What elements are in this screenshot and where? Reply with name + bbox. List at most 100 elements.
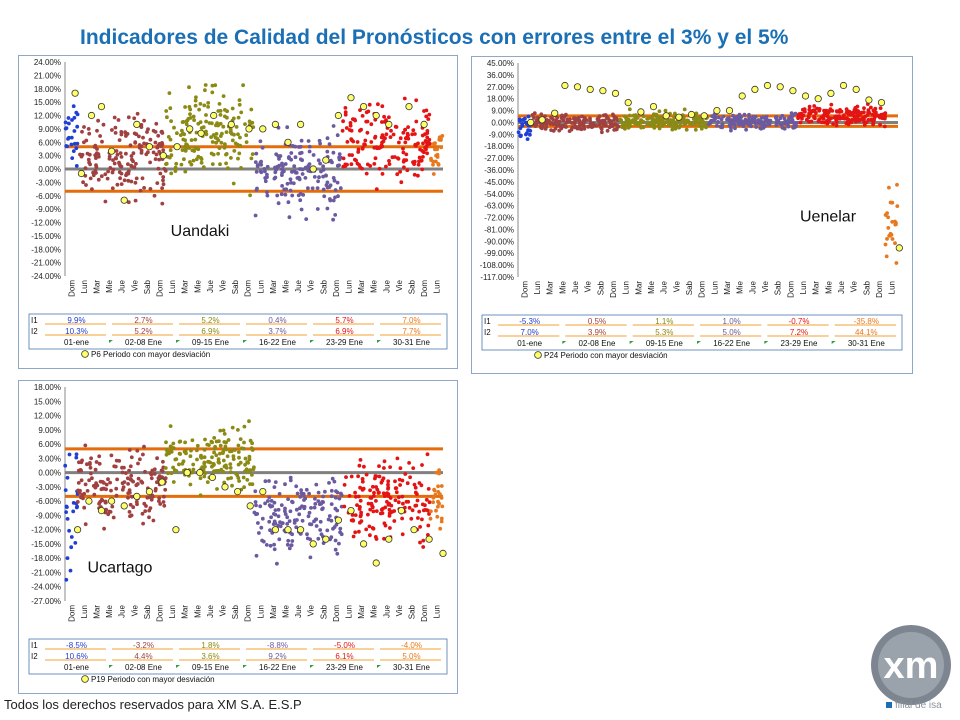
indicator-i2-value: 4.4% xyxy=(134,652,152,661)
week-label: 01-ene xyxy=(64,663,89,672)
data-point xyxy=(862,110,866,115)
data-point xyxy=(164,109,169,113)
data-point xyxy=(113,125,118,130)
data-point xyxy=(414,98,419,103)
data-point xyxy=(258,169,263,174)
peak-period-marker xyxy=(208,473,216,482)
peak-period-marker xyxy=(87,111,96,120)
data-point xyxy=(340,128,345,133)
y-tick-label: 21.00% xyxy=(34,71,61,80)
data-point xyxy=(304,487,309,492)
indicator-i1-value: -5.3% xyxy=(519,317,540,326)
indicator-i1-value: 0.5% xyxy=(588,317,606,326)
y-tick-label: -99.00% xyxy=(484,249,514,258)
data-point xyxy=(434,159,438,164)
data-point xyxy=(401,130,406,135)
data-point xyxy=(343,164,348,168)
data-point xyxy=(740,121,745,126)
data-point xyxy=(210,121,214,126)
data-point xyxy=(747,112,751,117)
data-point xyxy=(675,120,679,124)
data-point xyxy=(215,121,220,125)
day-label: Dom xyxy=(698,281,707,298)
peak-period-marker xyxy=(573,83,582,91)
data-point xyxy=(425,135,430,140)
data-point xyxy=(260,538,264,543)
peak-period-marker xyxy=(334,111,342,120)
peak-period-marker xyxy=(420,120,428,129)
data-point xyxy=(64,144,69,148)
row-label-i2: I2 xyxy=(31,327,38,336)
data-point xyxy=(119,155,124,159)
data-point xyxy=(295,518,299,522)
data-point xyxy=(184,122,189,127)
data-point xyxy=(95,147,99,151)
data-point xyxy=(97,461,102,466)
day-label: Dom xyxy=(244,605,253,622)
data-point xyxy=(312,175,317,179)
data-point xyxy=(286,200,291,205)
data-point xyxy=(209,151,214,156)
data-point xyxy=(768,118,773,123)
data-point xyxy=(249,107,254,112)
data-point xyxy=(222,145,227,150)
data-point xyxy=(361,486,366,491)
data-point xyxy=(217,439,221,444)
data-point xyxy=(435,514,440,519)
data-point xyxy=(194,157,199,162)
data-point xyxy=(885,237,889,241)
data-point xyxy=(202,455,207,460)
data-point xyxy=(573,119,577,124)
data-point xyxy=(341,119,345,124)
data-point xyxy=(178,452,183,456)
data-point xyxy=(287,215,292,220)
day-label: Mar xyxy=(357,605,366,619)
day-label: Sab xyxy=(143,604,152,619)
data-point xyxy=(812,104,817,108)
data-point xyxy=(199,160,204,165)
data-point xyxy=(392,155,397,159)
data-point xyxy=(239,110,244,115)
data-point xyxy=(316,536,321,541)
footer-copyright: Todos los derechos reservados para XM S.… xyxy=(4,697,302,712)
day-label: Sab xyxy=(231,279,240,294)
data-point xyxy=(427,112,432,117)
indicator-i1-value: -8.5% xyxy=(66,641,87,650)
data-point xyxy=(342,483,347,487)
data-point xyxy=(367,102,372,107)
data-point xyxy=(433,141,437,146)
data-point xyxy=(364,171,369,176)
data-point xyxy=(87,152,92,157)
data-point xyxy=(349,128,354,133)
data-point xyxy=(216,138,221,143)
day-label: Jue xyxy=(571,280,580,293)
data-point xyxy=(254,503,258,508)
data-point xyxy=(378,145,383,149)
data-point xyxy=(114,458,119,463)
data-point xyxy=(142,501,147,506)
peak-period-marker xyxy=(284,526,292,534)
data-point xyxy=(412,482,417,487)
data-point xyxy=(348,121,353,125)
data-point xyxy=(91,484,96,488)
data-point xyxy=(337,157,342,162)
data-point xyxy=(67,135,71,140)
y-tick-label: -18.00% xyxy=(484,142,514,151)
data-point xyxy=(198,493,203,498)
data-point xyxy=(633,114,637,119)
data-point xyxy=(368,164,373,168)
peak-period-marker xyxy=(725,106,734,115)
data-point xyxy=(793,121,798,126)
data-point xyxy=(425,452,430,457)
data-point xyxy=(279,503,284,507)
data-point xyxy=(122,465,126,470)
data-point xyxy=(115,152,120,157)
data-point xyxy=(161,175,166,179)
indicator-i2-value: 44.1% xyxy=(855,328,878,337)
data-point xyxy=(178,133,183,137)
data-point xyxy=(94,460,99,464)
y-tick-label: -90.00% xyxy=(484,237,514,246)
data-point xyxy=(88,465,93,470)
data-point xyxy=(335,180,340,185)
data-point xyxy=(384,164,388,169)
